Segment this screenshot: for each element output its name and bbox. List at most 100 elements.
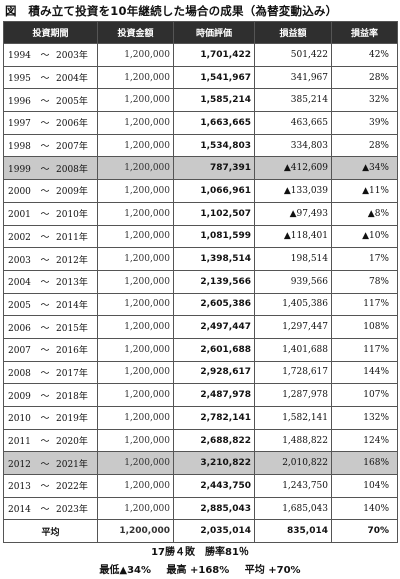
period-start: 2007 bbox=[8, 346, 31, 357]
period-end: 2013年 bbox=[56, 278, 88, 289]
table-row: 1996 ～ 2005年 1,200,000 1,585,214 385,214 32% bbox=[3, 88, 398, 113]
investment-cell: 1,200,000 bbox=[97, 179, 174, 203]
table-row: 1999 ～ 2008年 1,200,000 787,391 ▲412,609 ▲34% bbox=[3, 156, 398, 181]
period-tilde: ～ bbox=[40, 96, 50, 107]
period-cell: 2009 ～ 2018年 bbox=[3, 383, 98, 407]
average-label: 平均 bbox=[3, 519, 98, 544]
market-value-cell: 1,066,961 bbox=[173, 179, 255, 203]
table-row: 2014 ～ 2023年 1,200,000 2,885,043 1,685,043 140… bbox=[3, 496, 398, 521]
table-row: 2001 ～ 2010年 1,200,000 1,102,507 ▲97,493 ▲8% bbox=[3, 201, 398, 226]
gain-cell: 1,582,141 bbox=[254, 406, 332, 430]
investment-cell: 1,200,000 bbox=[97, 156, 174, 181]
max-rate: 最高 +168% bbox=[166, 565, 230, 576]
period-tilde: ～ bbox=[40, 74, 50, 85]
period-cell: 1994 ～ 2003年 bbox=[3, 43, 98, 67]
investment-cell: 1,200,000 bbox=[97, 496, 174, 521]
period-end: 2019年 bbox=[56, 414, 88, 425]
investment-cell: 1,200,000 bbox=[97, 337, 174, 362]
gain-cell: ▲133,039 bbox=[254, 179, 332, 203]
period-tilde: ～ bbox=[40, 119, 50, 130]
period-tilde: ～ bbox=[40, 459, 50, 470]
investment-cell: 1,200,000 bbox=[97, 451, 174, 476]
market-value-cell: 2,928,617 bbox=[173, 360, 255, 385]
rate-cell: ▲34% bbox=[331, 156, 398, 181]
period-tilde: ～ bbox=[40, 278, 50, 289]
market-value-cell: 1,701,422 bbox=[173, 43, 255, 67]
period-start: 2009 bbox=[8, 391, 31, 402]
period-tilde: ～ bbox=[40, 142, 50, 153]
rate-cell: 39% bbox=[331, 111, 398, 135]
gain-cell: 1,488,822 bbox=[254, 428, 332, 453]
period-end: 2009年 bbox=[56, 187, 88, 198]
market-value-cell: 1,534,803 bbox=[173, 133, 255, 158]
win-loss-summary: 17勝４敗 勝率81％ bbox=[151, 547, 249, 558]
gain-cell: 1,728,617 bbox=[254, 360, 332, 385]
period-start: 2012 bbox=[8, 459, 31, 470]
gain-cell: 1,401,688 bbox=[254, 337, 332, 362]
period-start: 2002 bbox=[8, 232, 31, 243]
period-tilde: ～ bbox=[40, 346, 50, 357]
period-end: 2004年 bbox=[56, 74, 88, 85]
rate-cell: 104% bbox=[331, 474, 398, 498]
investment-cell: 1,200,000 bbox=[97, 247, 174, 271]
rate-cell: 140% bbox=[331, 496, 398, 521]
period-start: 1995 bbox=[8, 74, 31, 85]
period-tilde: ～ bbox=[40, 368, 50, 379]
period-end: 2003年 bbox=[56, 51, 88, 62]
period-end: 2006年 bbox=[56, 119, 88, 130]
header-row: 投資期間 投資金額 時価評価 損益額 損益率 bbox=[3, 21, 398, 44]
period-tilde: ～ bbox=[40, 505, 50, 516]
table-body: 1994 ～ 2003年 1,200,000 1,701,422 501,422 42% 19… bbox=[3, 43, 398, 521]
table-row: 2013 ～ 2022年 1,200,000 2,443,750 1,243,750 104… bbox=[3, 474, 398, 498]
min-rate: 最低▲34% bbox=[99, 565, 152, 576]
investment-cell: 1,200,000 bbox=[97, 383, 174, 407]
investment-cell: 1,200,000 bbox=[97, 201, 174, 226]
table-row: 2004 ～ 2013年 1,200,000 2,139,566 939,566 78% bbox=[3, 269, 398, 294]
gain-cell: 385,214 bbox=[254, 88, 332, 113]
period-cell: 1997 ～ 2006年 bbox=[3, 111, 98, 135]
rate-cell: 32% bbox=[331, 88, 398, 113]
period-cell: 2006 ～ 2015年 bbox=[3, 315, 98, 339]
header-period: 投資期間 bbox=[3, 21, 98, 44]
rate-cell: 28% bbox=[331, 65, 398, 90]
period-end: 2023年 bbox=[56, 505, 88, 516]
period-start: 2013 bbox=[8, 482, 31, 493]
table-row: 2009 ～ 2018年 1,200,000 2,487,978 1,287,978 107… bbox=[3, 383, 398, 407]
rate-cell: 117% bbox=[331, 337, 398, 362]
investment-cell: 1,200,000 bbox=[97, 315, 174, 339]
investment-cell: 1,200,000 bbox=[97, 224, 174, 249]
period-end: 2014年 bbox=[56, 300, 88, 311]
investment-cell: 1,200,000 bbox=[97, 88, 174, 113]
average-investment: 1,200,000 bbox=[97, 519, 174, 544]
market-value-cell: 2,601,688 bbox=[173, 337, 255, 362]
period-tilde: ～ bbox=[40, 51, 50, 62]
rate-cell: 28% bbox=[331, 133, 398, 158]
average-rate: 70% bbox=[331, 519, 398, 544]
table-row: 2008 ～ 2017年 1,200,000 2,928,617 1,728,617 144… bbox=[3, 360, 398, 385]
period-end: 2020年 bbox=[56, 437, 88, 448]
investment-cell: 1,200,000 bbox=[97, 269, 174, 294]
rate-cell: 108% bbox=[331, 315, 398, 339]
period-end: 2016年 bbox=[56, 346, 88, 357]
results-table: 投資期間 投資金額 時価評価 損益額 損益率 1994 ～ 2003年 1,200,0… bbox=[3, 21, 398, 544]
investment-cell: 1,200,000 bbox=[97, 43, 174, 67]
investment-cell: 1,200,000 bbox=[97, 292, 174, 317]
gain-cell: 1,297,447 bbox=[254, 315, 332, 339]
average-gain: 835,014 bbox=[254, 519, 332, 544]
period-end: 2005年 bbox=[56, 96, 88, 107]
gain-cell: ▲97,493 bbox=[254, 201, 332, 226]
market-value-cell: 2,497,447 bbox=[173, 315, 255, 339]
period-start: 2014 bbox=[8, 505, 31, 516]
header-gain: 損益額 bbox=[254, 21, 332, 44]
gain-cell: 463,665 bbox=[254, 111, 332, 135]
period-end: 2012年 bbox=[56, 255, 88, 266]
period-start: 2001 bbox=[8, 210, 31, 221]
table-row: 1994 ～ 2003年 1,200,000 1,701,422 501,422 42% bbox=[3, 43, 398, 67]
market-value-cell: 2,605,386 bbox=[173, 292, 255, 317]
market-value-cell: 2,487,978 bbox=[173, 383, 255, 407]
period-start: 2006 bbox=[8, 323, 31, 334]
market-value-cell: 1,398,514 bbox=[173, 247, 255, 271]
rate-cell: ▲10% bbox=[331, 224, 398, 249]
gain-cell: 2,010,822 bbox=[254, 451, 332, 476]
period-cell: 2010 ～ 2019年 bbox=[3, 406, 98, 430]
